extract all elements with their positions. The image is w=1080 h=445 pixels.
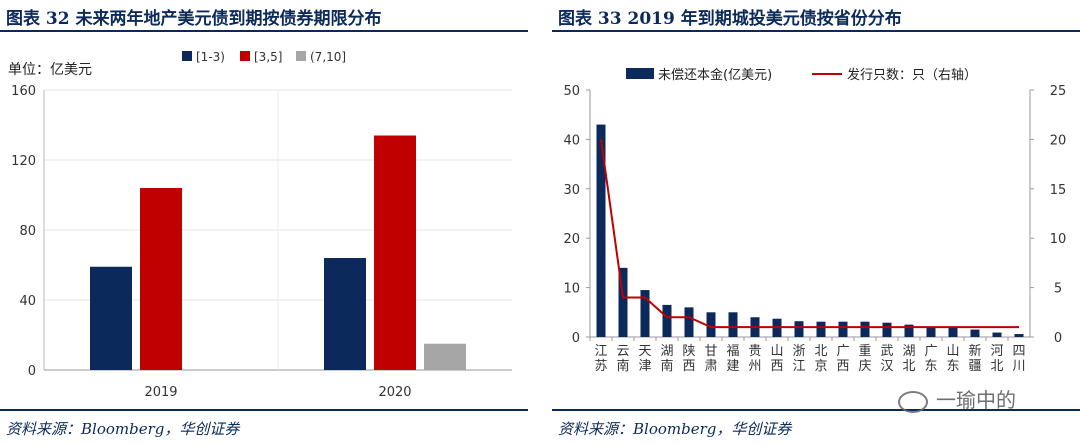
- right-source-note: 资料来源：Bloomberg，华创证券: [558, 420, 792, 438]
- bar-湖北: [904, 324, 914, 337]
- right-title-rule: [552, 30, 1080, 32]
- bar-[1-3)-2020: [324, 258, 366, 370]
- y-left-tick-label: 50: [563, 84, 580, 99]
- y-right-tick-label: 0: [1054, 331, 1062, 346]
- unit-label: 单位：亿美元: [8, 62, 92, 78]
- legend-label-2: (7,10]: [310, 50, 346, 64]
- legend-swatch-2: [296, 51, 306, 61]
- legend-label-line: 发行只数：只（右轴）: [847, 67, 977, 83]
- bar-四川: [1014, 334, 1024, 337]
- bar-山东: [948, 327, 958, 337]
- y-left-tick-label: 30: [563, 183, 580, 198]
- x-tick-label: 新疆: [968, 343, 981, 374]
- y-left-tick-label: 40: [563, 133, 580, 148]
- y-left-tick-label: 20: [563, 232, 580, 247]
- x-tick-label: 湖南: [660, 344, 673, 374]
- y-right-tick-label: 25: [1050, 84, 1067, 99]
- watermark: 一瑜中的: [898, 384, 1016, 413]
- bar-河北: [992, 332, 1002, 337]
- bar-重庆: [860, 321, 870, 337]
- x-tick-label: 河北: [990, 344, 1003, 374]
- bar-[3,5]-2020: [374, 135, 416, 370]
- x-tick-label: 重庆: [858, 343, 871, 374]
- y-left-tick-label: 10: [563, 282, 580, 297]
- bar-江苏: [596, 124, 606, 337]
- bar-武汉: [882, 322, 892, 337]
- line-issue-count: [600, 139, 1019, 329]
- x-tick-label: 陕西: [682, 344, 695, 374]
- bar-广西: [838, 321, 848, 337]
- y-tick-label: 120: [11, 154, 36, 169]
- watermark-text: 一瑜中的: [936, 388, 1016, 412]
- right-footer-rule: [552, 409, 1080, 411]
- legend-swatch-1: [240, 51, 250, 61]
- y-right-tick-label: 15: [1050, 183, 1067, 198]
- legend-swatch-0: [182, 51, 192, 61]
- x-tick-label: 广东: [924, 344, 937, 374]
- bar-[1-3)-2019: [90, 266, 132, 370]
- right-figure-title: 图表 33 2019 年到期城投美元债按省份分布: [558, 9, 902, 29]
- x-tick-label: 武汉: [880, 344, 893, 374]
- x-tick-label: 福建: [726, 344, 739, 374]
- x-tick-label: 云南: [616, 344, 629, 374]
- x-tick-label: 天津: [638, 344, 651, 374]
- x-tick-label: 江苏: [594, 344, 607, 374]
- bar-[3,5]-2019: [140, 188, 182, 370]
- bar-云南: [618, 267, 628, 337]
- x-tick-label: 甘肃: [704, 344, 717, 374]
- bar-湖南: [662, 304, 672, 337]
- x-tick-label: 山西: [770, 344, 783, 374]
- x-tick-label: 北京: [814, 344, 827, 374]
- left-figure: 图表 32 未来两年地产美元债到期按债券期限分布 单位：亿美元 [1-3) [3,5…: [0, 0, 528, 445]
- left-source-note: 资料来源：Bloomberg，华创证券: [6, 420, 240, 438]
- x-tick-label: 湖北: [902, 344, 915, 374]
- right-chart: 未偿还本金(亿美元) 发行只数：只（右轴） 0 10 20 30 40 50 0 5 10 15 20 2…: [563, 67, 1067, 374]
- bar-(7,10]-2020: [424, 343, 466, 370]
- bar-浙江: [794, 321, 804, 337]
- y-tick-label: 160: [11, 84, 36, 99]
- legend-swatch-bar: [626, 68, 654, 79]
- bar-福建: [728, 312, 738, 337]
- y-tick-label: 80: [19, 224, 36, 239]
- y-tick-label: 0: [28, 364, 36, 379]
- bar-天津: [640, 290, 650, 337]
- x-tick-label: 2019: [144, 385, 177, 400]
- legend-label-bar: 未偿还本金(亿美元): [658, 67, 772, 83]
- left-figure-title: 图表 32 未来两年地产美元债到期按债券期限分布: [6, 9, 382, 29]
- x-tick-label: 山东: [946, 344, 959, 374]
- bar-广东: [926, 327, 936, 337]
- x-tick-label: 广西: [836, 344, 849, 374]
- left-title-rule: [0, 30, 528, 32]
- bar-陕西: [684, 307, 694, 337]
- legend-label-1: [3,5]: [254, 50, 282, 64]
- right-figure: 图表 33 2019 年到期城投美元债按省份分布 未偿还本金(亿美元) 发行只数：…: [552, 0, 1080, 445]
- x-tick-label: 四川: [1012, 344, 1025, 374]
- bar-甘肃: [706, 312, 716, 337]
- wechat-icon: [898, 390, 928, 413]
- left-chart: 单位：亿美元 [1-3) [3,5] (7,10] 0 40 80 120 160 2019 202…: [8, 50, 512, 400]
- x-tick-label: 2020: [378, 385, 411, 400]
- bar-北京: [816, 321, 826, 337]
- y-right-tick-label: 20: [1050, 133, 1067, 148]
- y-right-tick-label: 10: [1050, 232, 1067, 247]
- y-left-tick-label: 0: [572, 331, 580, 346]
- x-tick-label: 贵州: [748, 344, 761, 374]
- left-footer-rule: [0, 409, 528, 411]
- y-tick-label: 40: [19, 294, 36, 309]
- legend-label-0: [1-3): [196, 50, 225, 64]
- x-tick-label: 浙江: [792, 344, 805, 374]
- bar-新疆: [970, 329, 980, 337]
- y-right-tick-label: 5: [1054, 282, 1062, 297]
